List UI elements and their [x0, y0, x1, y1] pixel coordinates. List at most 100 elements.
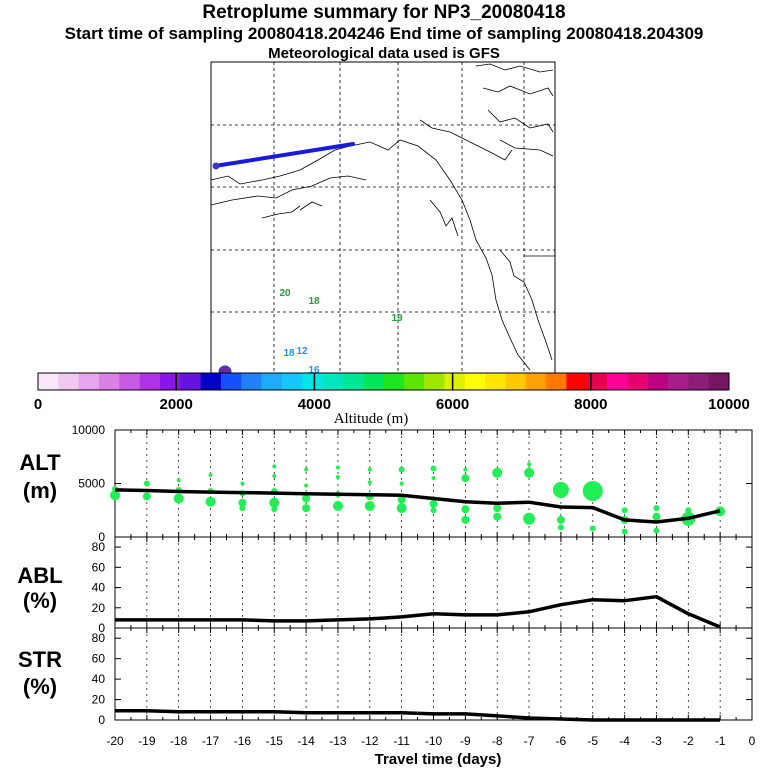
abl-label: ABL: [17, 563, 62, 588]
x-tick-label: -13: [329, 734, 347, 748]
colorbar-swatch: [98, 373, 120, 390]
alt-dot: [173, 493, 184, 504]
x-tick-label: -15: [266, 734, 284, 748]
colorbar-swatch: [525, 373, 547, 390]
colorbar-swatch: [139, 373, 161, 390]
colorbar-swatch: [200, 373, 222, 390]
colorbar-swatch: [78, 373, 100, 390]
x-tick-label: -5: [587, 734, 598, 748]
colorbar-swatch: [607, 373, 628, 390]
str-unit: (%): [23, 674, 57, 699]
colorbar-swatch: [708, 373, 730, 390]
map-point-label: 18: [308, 296, 320, 307]
colorbar-tick-label: 10000: [708, 396, 750, 413]
alt-dot: [527, 462, 532, 467]
map-point-label: 18: [283, 348, 295, 359]
alt-dot: [652, 512, 661, 521]
alt-dot: [430, 507, 437, 514]
time-series-panels: 1000050000ALT(m)806040200ABL(%)806040200…: [17, 423, 755, 768]
str-series-line: [115, 709, 721, 722]
y-tick-label: 60: [92, 652, 106, 666]
alt-dot: [176, 478, 181, 483]
alt-dots: [110, 462, 726, 535]
alt-dot: [397, 495, 406, 504]
y-tick-label: 40: [92, 672, 106, 686]
alt-dot: [367, 467, 372, 472]
y-tick-label: 40: [92, 581, 106, 595]
alt-dot: [335, 465, 340, 470]
colorbar-tick-label: 6000: [436, 396, 469, 413]
x-tick-label: -19: [138, 734, 156, 748]
alt-panel: 10000 5000 0 ALT (m): [19, 423, 753, 544]
map-point-label: 12: [296, 346, 308, 357]
map-graticule: [211, 62, 555, 373]
alt-dot: [523, 512, 536, 525]
x-tick-label: -8: [492, 734, 503, 748]
abl-unit: (%): [23, 588, 57, 613]
colorbar-swatch: [668, 373, 689, 390]
map-point-label: 16: [308, 365, 320, 376]
alt-dot: [653, 527, 660, 534]
alt-dot: [552, 481, 569, 498]
colorbar-swatch: [586, 373, 608, 390]
y-tick-label: 20: [92, 601, 106, 615]
alt-dot: [269, 497, 280, 508]
alt-dot: [367, 480, 372, 485]
colorbar-swatch: [261, 373, 283, 390]
y-tick-label: 80: [92, 540, 106, 554]
alt-dot: [461, 505, 470, 514]
alt-dot: [239, 505, 246, 512]
alt-dot: [463, 467, 468, 472]
alt-dot: [272, 464, 277, 469]
y-tick-label: 0: [98, 530, 105, 544]
x-tick-label: -2: [683, 734, 694, 748]
map-coastlines: [210, 63, 555, 371]
alt-dot: [493, 512, 502, 521]
alt-dot: [524, 467, 535, 478]
chart-title: Retroplume summary for NP3_20080418: [202, 2, 566, 23]
x-tick-label: -9: [460, 734, 471, 748]
y-tick-label: 0: [98, 713, 105, 727]
alt-dot: [461, 474, 470, 483]
alt-dot: [272, 474, 277, 479]
colorbar-label: Altitude (m): [334, 411, 409, 427]
x-tick-label: -20: [106, 734, 124, 748]
alt-dot: [271, 506, 278, 513]
colorbar-swatch: [403, 373, 425, 390]
y-tick-label: 20: [92, 693, 106, 707]
colorbar-swatch: [302, 373, 323, 390]
colorbar-swatch: [566, 373, 588, 390]
colorbar-swatch: [444, 373, 466, 390]
colorbar-swatch: [220, 373, 242, 390]
x-tick-label: -10: [425, 734, 443, 748]
x-tick-label: -3: [651, 734, 662, 748]
alt-dot: [399, 481, 404, 486]
y-tick-label: 5000: [78, 477, 105, 491]
alt-unit: (m): [23, 478, 57, 503]
alt-label: ALT: [19, 450, 61, 475]
colorbar-tick-label: 4000: [298, 396, 331, 413]
alt-dot: [398, 466, 405, 473]
alt-dot: [335, 475, 340, 480]
map-point-label: 19: [391, 313, 403, 324]
alt-dot: [143, 480, 150, 487]
altitude-colorbar: 0 2000 4000 6000 8000 10000 Altitude (m): [34, 372, 750, 427]
alt-dot: [582, 480, 603, 501]
colorbar-tick-label: 2000: [160, 396, 193, 413]
alt-dot: [142, 492, 151, 501]
y-tick-label: 60: [92, 560, 106, 574]
colorbar-tick-label: 8000: [574, 396, 607, 413]
x-tick-label: -14: [297, 734, 315, 748]
x-tick-label: -6: [556, 734, 567, 748]
y-tick-label: 0: [98, 621, 105, 635]
alt-dot: [431, 476, 436, 481]
colorbar-swatch: [464, 373, 486, 390]
alt-dot: [396, 503, 407, 514]
alt-dot: [238, 498, 247, 507]
colorbar-swatch: [38, 373, 59, 390]
colorbar-swatch: [363, 373, 384, 390]
colorbar-swatch: [647, 373, 669, 390]
alt-dot: [304, 483, 309, 488]
alt-dot: [557, 524, 564, 531]
